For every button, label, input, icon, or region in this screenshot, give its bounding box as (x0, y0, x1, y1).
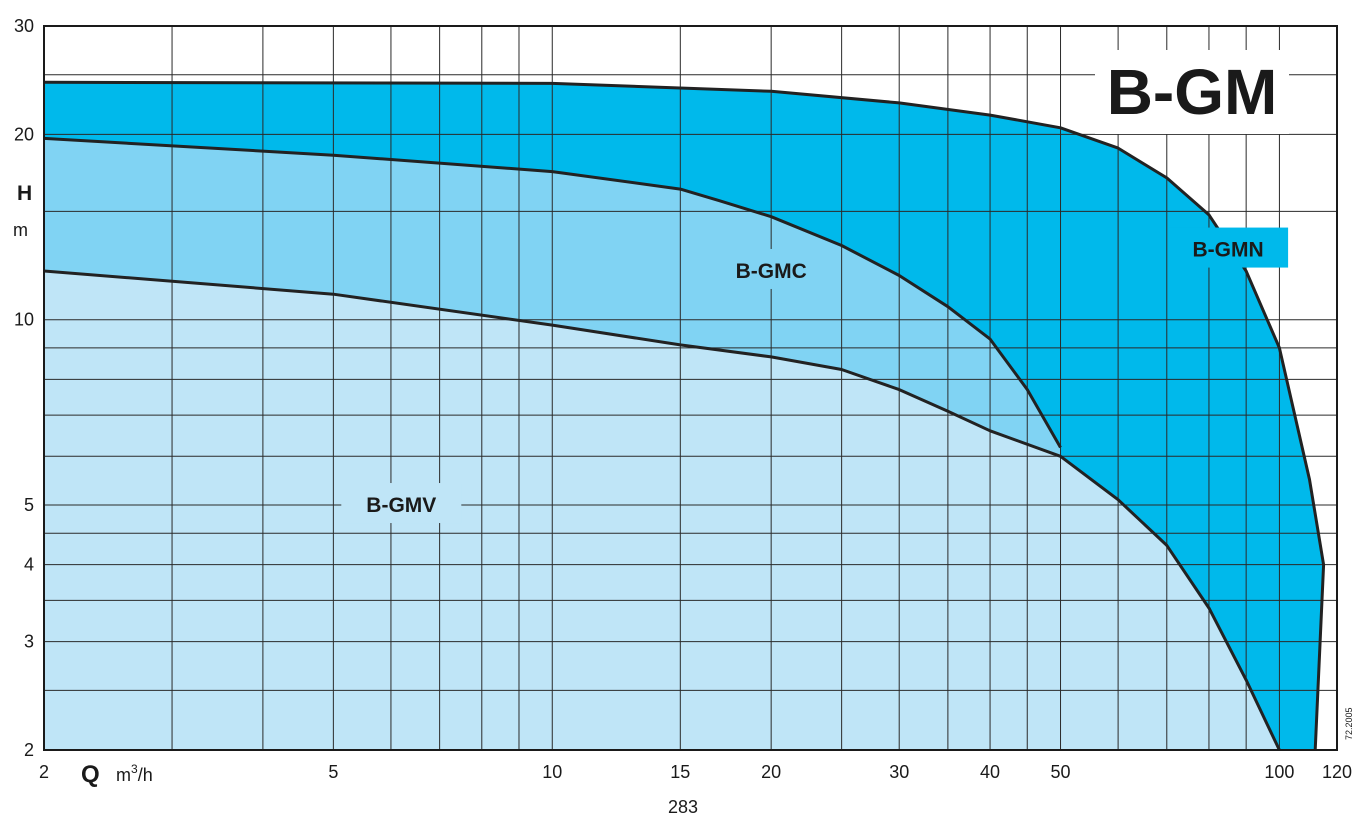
y-tick-label-10: 10 (14, 310, 34, 330)
label-box-b-gmn (1168, 227, 1289, 268)
y-tick-label-2: 2 (24, 740, 34, 760)
x-tick-label-30: 30 (889, 762, 909, 782)
plot-frame (43, 25, 1338, 751)
label-box-b-gmv (341, 483, 462, 524)
x-tick-label-5: 5 (328, 762, 338, 782)
chart-title: B-GM (1107, 56, 1278, 128)
region-fills (44, 82, 1324, 750)
label-box-b-gmc (711, 248, 832, 289)
x-axis-unit-sup: 3 (131, 762, 138, 776)
x-tick-label-2: 2 (39, 762, 49, 782)
y-tick-label-30: 30 (14, 16, 34, 36)
y-tick-label-5: 5 (24, 495, 34, 515)
y-axis-label: H (17, 182, 32, 205)
x-axis-unit: m3/h (116, 762, 153, 785)
x-tick-label-100: 100 (1264, 762, 1294, 782)
title-box (1095, 50, 1289, 134)
y-tick-labels: 2 3 4 5 10 20 30 (14, 16, 34, 760)
curve-b-gmc (44, 136, 1062, 449)
region-label-b-gmn: B-GMN (1193, 239, 1264, 262)
x-tick-label-120: 120 (1322, 762, 1352, 782)
region-labels: B-GMN B-GMC B-GMV (341, 227, 1289, 524)
y-tick-label-4: 4 (24, 555, 34, 575)
x-tick-label-15: 15 (670, 762, 690, 782)
x-axis-unit-base: m (116, 765, 131, 785)
plot-area: B-GMN B-GMC B-GMV (44, 26, 1337, 750)
y-tick-label-20: 20 (14, 124, 34, 144)
x-tick-label-20: 20 (761, 762, 781, 782)
x-axis-label: Q (81, 761, 100, 788)
curve-lines (44, 80, 1326, 750)
x-tick-labels: 2 5 10 15 20 30 40 50 100 120 (39, 762, 1352, 782)
region-label-b-gmc: B-GMC (736, 260, 807, 283)
region-fill-b-gmv (44, 271, 1280, 750)
region-label-b-gmv: B-GMV (366, 494, 436, 517)
y-axis-unit: m (13, 220, 28, 240)
grid-lines (44, 26, 1337, 750)
x-tick-label-50: 50 (1051, 762, 1071, 782)
x-tick-label-10: 10 (542, 762, 562, 782)
curve-b-gmv (44, 269, 1281, 750)
figure-code: 72.2005 (1344, 707, 1354, 740)
page-number: 283 (668, 797, 698, 817)
x-axis-unit-tail: /h (138, 765, 153, 785)
x-tick-label-40: 40 (980, 762, 1000, 782)
curve-b-gmn (44, 80, 1326, 750)
y-tick-label-3: 3 (24, 632, 34, 652)
